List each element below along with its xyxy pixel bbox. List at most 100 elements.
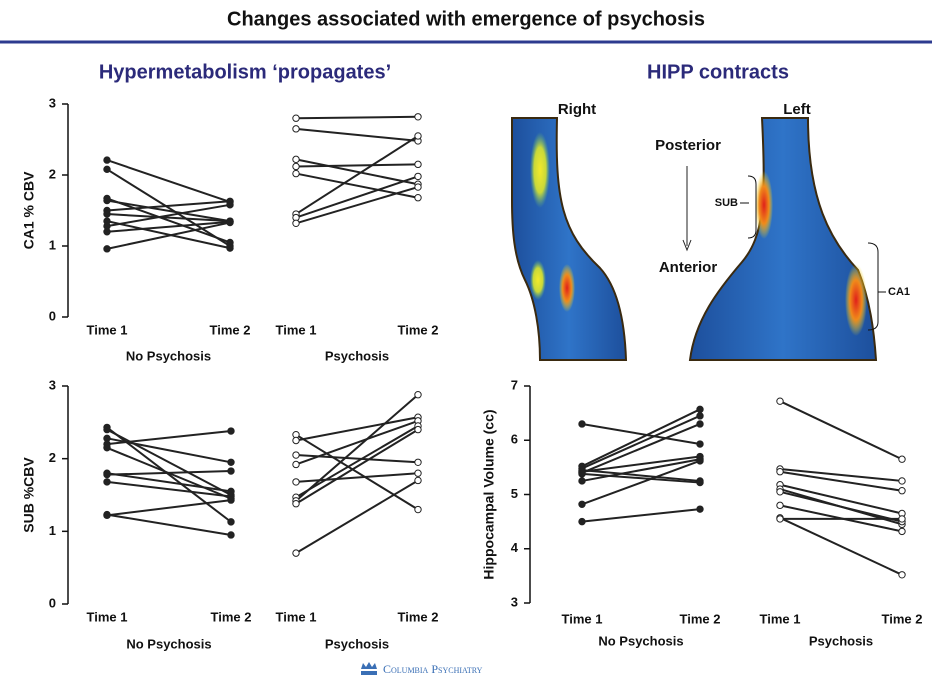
data-point [696, 420, 704, 428]
data-point [292, 451, 300, 459]
subject-line [581, 455, 701, 473]
y-tick-label: 0 [49, 308, 56, 323]
x-tick-label: Time 2 [680, 611, 721, 626]
figure-label: Anterior [659, 259, 718, 276]
y-tick-label: 1 [49, 237, 56, 252]
y-tick-label: 1 [49, 523, 56, 538]
data-point [292, 114, 300, 122]
group-label: No Psychosis [126, 348, 211, 363]
group-label: Psychosis [325, 348, 389, 363]
x-tick-label: Time 2 [882, 611, 923, 626]
data-point [292, 169, 300, 178]
subject-line [106, 220, 231, 250]
data-point [227, 496, 235, 504]
subject-line [581, 423, 701, 474]
data-point [227, 518, 235, 526]
subject-line [295, 433, 419, 511]
y-tick-label: 3 [511, 594, 518, 609]
data-point [696, 505, 704, 513]
subject-line [581, 459, 701, 506]
figure-label: CA1 [888, 286, 910, 298]
data-point [292, 460, 300, 469]
data-point [776, 468, 784, 476]
figure-label: Left [783, 101, 811, 118]
subject-line [106, 220, 231, 233]
data-point [103, 425, 111, 434]
y-axis-label: CA1 % CBV [21, 171, 37, 249]
data-point [292, 162, 300, 171]
subject-line [295, 135, 419, 215]
data-point [103, 156, 111, 164]
data-point [898, 487, 906, 495]
group-label: Psychosis [809, 633, 873, 648]
subject-line [106, 197, 231, 244]
hippocampus-figure [511, 117, 886, 361]
subject-line [581, 422, 701, 446]
subject-line [106, 430, 232, 446]
subject-line [581, 508, 701, 523]
y-tick-label: 3 [49, 95, 56, 110]
subject-line [106, 470, 232, 476]
data-point [776, 488, 784, 496]
x-tick-label: Time 1 [760, 611, 801, 626]
footer: Columbia Psychiatry [383, 662, 483, 676]
subject-line [295, 393, 419, 502]
data-point [696, 440, 704, 448]
x-tick-label: Time 1 [276, 322, 317, 337]
figure-label: SUB [715, 197, 738, 209]
data-point [414, 391, 422, 399]
data-point [414, 113, 422, 121]
x-tick-label: Time 1 [276, 609, 317, 624]
subject-line [106, 159, 231, 203]
group-label: No Psychosis [126, 636, 211, 651]
y-tick-label: 3 [49, 377, 56, 392]
subject-line [106, 428, 232, 496]
subject-line [106, 499, 232, 517]
subject-line [106, 213, 231, 223]
data-point [776, 515, 784, 523]
data-point [414, 183, 422, 191]
subject-line [581, 472, 701, 484]
subject-line [295, 158, 419, 186]
subject-line [106, 200, 231, 212]
subject-line [295, 425, 419, 499]
data-point [898, 477, 906, 485]
slide-title: Changes associated with emergence of psy… [227, 8, 705, 30]
x-tick-label: Time 2 [398, 322, 439, 337]
subject-line [295, 115, 419, 120]
data-point [578, 470, 586, 478]
subject-line [295, 163, 419, 168]
subject-line [295, 175, 419, 219]
data-point [227, 531, 235, 539]
data-point [414, 194, 422, 202]
subject-line [295, 186, 419, 225]
data-point [292, 155, 300, 164]
data-point [226, 201, 234, 209]
y-tick-label: 5 [511, 486, 518, 501]
data-point [578, 500, 586, 508]
data-point [414, 505, 422, 514]
y-tick-label: 6 [511, 432, 518, 447]
data-point [103, 228, 111, 236]
y-tick-label: 2 [49, 450, 56, 465]
y-tick-label: 7 [511, 377, 518, 392]
data-point [292, 436, 300, 445]
data-point [578, 517, 586, 526]
data-point [226, 244, 234, 252]
y-tick-label: 2 [49, 166, 56, 181]
data-point [898, 455, 906, 463]
figure-label: Posterior [655, 137, 721, 154]
data-point [103, 196, 111, 205]
subject-line [295, 419, 419, 466]
data-point [898, 527, 906, 536]
x-tick-label: Time 2 [211, 609, 252, 624]
data-point [226, 218, 234, 227]
data-point [578, 477, 586, 485]
data-point [696, 457, 704, 465]
data-point [414, 469, 422, 477]
data-point [227, 458, 235, 466]
data-point [414, 132, 422, 140]
data-point [103, 511, 111, 520]
subject-line [581, 458, 701, 482]
